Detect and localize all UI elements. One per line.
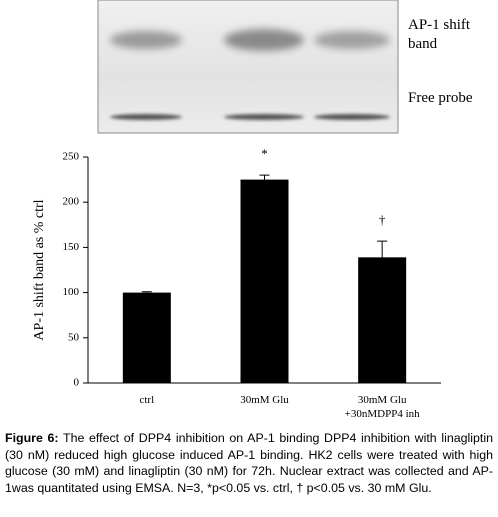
significance-mark: *: [261, 146, 268, 161]
x-tick-label: 30mM Glu: [240, 394, 289, 406]
x-tick-label: 30mM Glu +30nMDPP4 inh: [344, 394, 420, 420]
y-tick-label: 150: [63, 241, 80, 253]
y-tick-label: 50: [68, 331, 80, 343]
caption-label: Figure 6:: [5, 431, 59, 445]
caption-text: The effect of DPP4 inhibition on AP-1 bi…: [5, 431, 494, 495]
blot-label: AP-1 shift band: [408, 17, 471, 52]
error-bar: [377, 240, 388, 274]
blot-image: [97, 0, 399, 134]
y-tick-label: 250: [63, 151, 80, 163]
x-tick-label: ctrl: [139, 394, 155, 406]
y-tick-label: 200: [63, 196, 80, 208]
error-bar: [141, 291, 152, 294]
y-axis-label: AP-1 shift band as % ctrl: [32, 199, 47, 340]
figure-graphics: 0 50 100 150 200 250 AP-1 shift band as % ctrl…: [32, 0, 441, 389]
y-tick-label: 100: [63, 286, 80, 298]
blot-label: Free probe: [408, 90, 473, 106]
error-bar: [259, 174, 270, 185]
bar: [240, 179, 289, 383]
y-tick-label: 0: [74, 377, 80, 389]
bar: [122, 292, 171, 383]
bar: [358, 257, 407, 383]
caption: Figure 6: The effect of DPP4 inhibition …: [5, 430, 493, 496]
significance-mark: †: [379, 212, 386, 227]
